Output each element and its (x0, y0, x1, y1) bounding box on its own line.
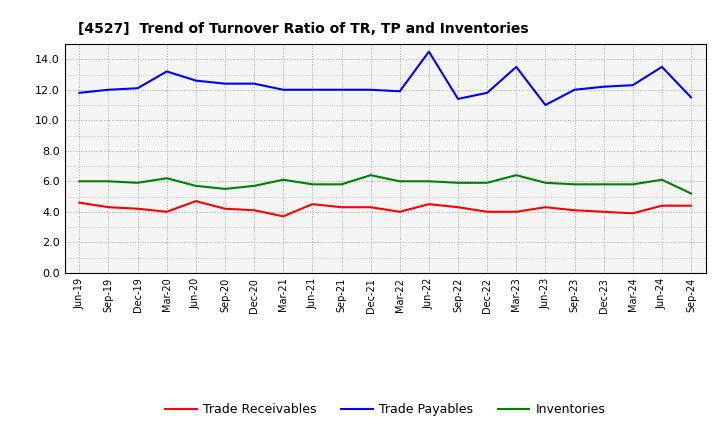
Trade Payables (308, 87, 317, 92)
Line: Trade Receivables: Trade Receivables (79, 201, 691, 216)
Trade Receivables (395, 209, 404, 214)
Trade Payables (687, 95, 696, 100)
Trade Receivables (512, 209, 521, 214)
Trade Receivables (133, 206, 142, 211)
Line: Trade Payables: Trade Payables (79, 51, 691, 105)
Trade Payables (250, 81, 258, 86)
Inventories (657, 177, 666, 183)
Trade Receivables (541, 205, 550, 210)
Text: [4527]  Trend of Turnover Ratio of TR, TP and Inventories: [4527] Trend of Turnover Ratio of TR, TP… (78, 22, 528, 36)
Trade Payables (570, 87, 579, 92)
Legend: Trade Receivables, Trade Payables, Inventories: Trade Receivables, Trade Payables, Inven… (161, 398, 610, 421)
Inventories (395, 179, 404, 184)
Inventories (337, 182, 346, 187)
Trade Receivables (220, 206, 229, 211)
Trade Receivables (687, 203, 696, 208)
Trade Payables (366, 87, 375, 92)
Inventories (425, 179, 433, 184)
Inventories (599, 182, 608, 187)
Inventories (483, 180, 492, 185)
Trade Receivables (599, 209, 608, 214)
Trade Payables (192, 78, 200, 83)
Trade Payables (483, 90, 492, 95)
Trade Receivables (192, 198, 200, 204)
Trade Payables (657, 64, 666, 70)
Trade Payables (220, 81, 229, 86)
Trade Receivables (657, 203, 666, 208)
Trade Receivables (629, 211, 637, 216)
Inventories (279, 177, 287, 183)
Trade Receivables (308, 202, 317, 207)
Trade Receivables (279, 214, 287, 219)
Trade Receivables (337, 205, 346, 210)
Inventories (220, 186, 229, 191)
Inventories (454, 180, 462, 185)
Inventories (541, 180, 550, 185)
Trade Payables (279, 87, 287, 92)
Inventories (629, 182, 637, 187)
Inventories (366, 172, 375, 178)
Trade Receivables (75, 200, 84, 205)
Trade Payables (629, 83, 637, 88)
Inventories (163, 176, 171, 181)
Trade Receivables (250, 208, 258, 213)
Trade Receivables (454, 205, 462, 210)
Trade Payables (163, 69, 171, 74)
Trade Payables (337, 87, 346, 92)
Trade Payables (104, 87, 113, 92)
Trade Payables (425, 49, 433, 54)
Trade Payables (454, 96, 462, 102)
Trade Receivables (570, 208, 579, 213)
Inventories (308, 182, 317, 187)
Inventories (192, 183, 200, 188)
Trade Payables (133, 86, 142, 91)
Line: Inventories: Inventories (79, 175, 691, 194)
Inventories (75, 179, 84, 184)
Trade Payables (599, 84, 608, 89)
Inventories (104, 179, 113, 184)
Trade Receivables (163, 209, 171, 214)
Trade Payables (541, 103, 550, 108)
Trade Payables (395, 88, 404, 94)
Trade Receivables (425, 202, 433, 207)
Inventories (250, 183, 258, 188)
Trade Receivables (366, 205, 375, 210)
Inventories (133, 180, 142, 185)
Inventories (512, 172, 521, 178)
Trade Receivables (104, 205, 113, 210)
Trade Payables (512, 64, 521, 70)
Inventories (570, 182, 579, 187)
Inventories (687, 191, 696, 196)
Trade Receivables (483, 209, 492, 214)
Trade Payables (75, 90, 84, 95)
